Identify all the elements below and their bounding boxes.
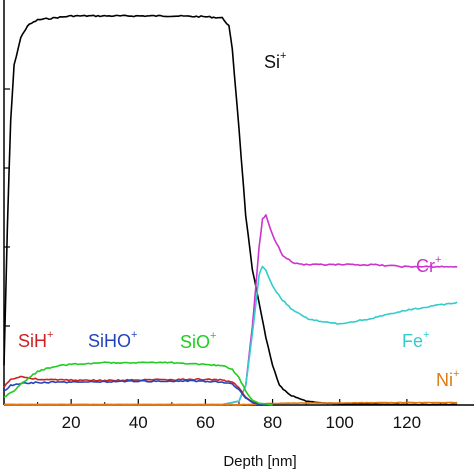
x-tick-label-100: 100 bbox=[326, 413, 354, 432]
x-tick-label-80: 80 bbox=[263, 413, 282, 432]
series-line-ni bbox=[3, 401, 458, 406]
series-line-siho bbox=[3, 379, 273, 406]
series-line-cr bbox=[3, 214, 458, 406]
plot-area: 20 40 60 80 100 120 Si+ Cr+ Fe+ Ni+ SiH+ SiHO+ SiO+ bbox=[3, 0, 474, 432]
series-line-sio bbox=[3, 361, 273, 406]
series-label-sio: SiO+ bbox=[180, 330, 216, 352]
x-tick-label-60: 60 bbox=[196, 413, 215, 432]
series-label-cr: Cr+ bbox=[416, 254, 441, 276]
x-tick-label-40: 40 bbox=[129, 413, 148, 432]
series-line-sih bbox=[3, 375, 273, 406]
series-label-ni: Ni+ bbox=[436, 368, 459, 390]
x-tick-label-120: 120 bbox=[393, 413, 421, 432]
x-axis-label: Depth [nm] bbox=[223, 453, 296, 470]
series-label-siho: SiHO+ bbox=[88, 329, 137, 351]
x-tick-label-20: 20 bbox=[62, 413, 81, 432]
series-label-fe: Fe+ bbox=[402, 329, 429, 351]
series-label-si: Si+ bbox=[264, 50, 286, 72]
series-label-sih: SiH+ bbox=[18, 329, 53, 351]
series-line-si bbox=[3, 14, 458, 406]
